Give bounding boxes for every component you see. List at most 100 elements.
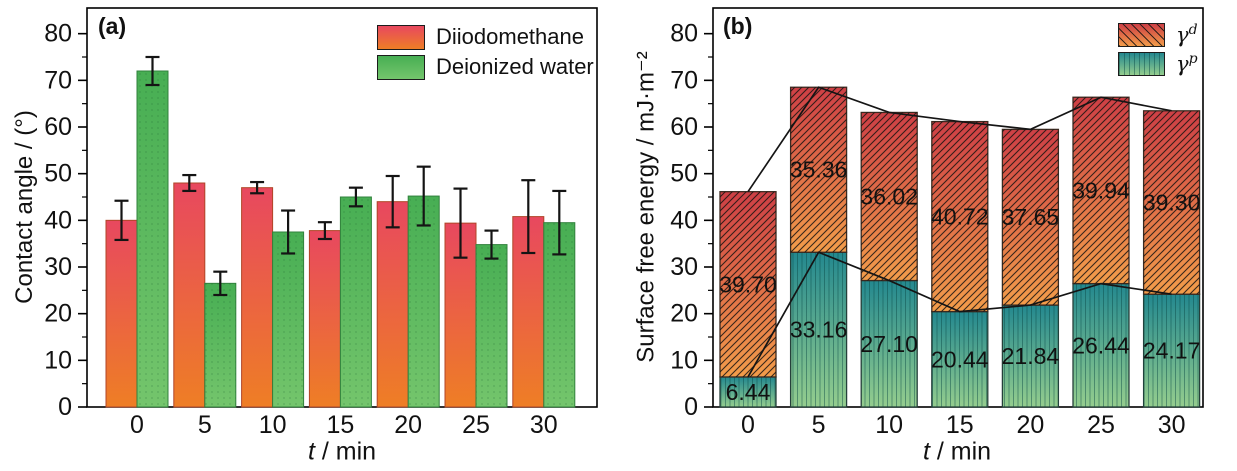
x-tick-label: 15 <box>326 411 354 439</box>
segment-texture <box>861 280 918 407</box>
bar-texture <box>408 196 440 407</box>
segment-texture <box>931 311 988 407</box>
bar-diiodomethane-t10 <box>241 187 274 408</box>
value-label-gamma-p-t0: 6.44 <box>726 379 771 405</box>
x-tick-label: 10 <box>875 411 903 439</box>
error-bar-diiodomethane-t10 <box>250 180 265 195</box>
x-tick-label: 15 <box>946 411 974 439</box>
y-tick-label: 10 <box>670 346 698 374</box>
y-tick-label: 80 <box>44 20 72 48</box>
deionized-water-swatch <box>377 54 425 80</box>
error-bar-diiodomethane-t20 <box>385 174 400 229</box>
value-label-gamma-d-t5: 35.36 <box>790 157 848 183</box>
bar-texture <box>476 244 507 407</box>
error-bar-deionized-water-t0 <box>145 55 160 87</box>
bar-diiodomethane-t5 <box>173 182 206 408</box>
legend-item-deionized-water: Deionized water <box>377 54 594 80</box>
y-tick-label: 60 <box>44 113 72 141</box>
panel-b-x-axis-label: t / min <box>923 438 991 467</box>
gamma-p-swatch <box>1118 51 1165 76</box>
error-bar-deionized-water-t30 <box>552 189 567 256</box>
error-bar-deionized-water-t10 <box>281 209 296 255</box>
x-tick-label: 5 <box>198 411 212 439</box>
value-label-gamma-p-t20: 21.84 <box>1002 343 1060 369</box>
bar-diiodomethane-t20 <box>376 201 409 408</box>
bar-texture <box>340 197 372 407</box>
segment-texture <box>861 112 918 281</box>
x-tick-label: 10 <box>259 411 287 439</box>
value-label-gamma-d-t10: 36.02 <box>860 183 918 209</box>
y-tick-label: 70 <box>44 66 72 94</box>
y-tick-label: 40 <box>44 206 72 234</box>
diiodomethane-label: Diiodomethane <box>436 24 584 49</box>
value-label-gamma-d-t30: 39.30 <box>1143 190 1201 216</box>
gamma-p-label: γp <box>1176 51 1198 76</box>
y-tick-label: 60 <box>670 113 698 141</box>
gamma-d-label: γd <box>1176 22 1198 47</box>
segment-texture <box>1073 97 1129 284</box>
panel-a-x-axis-label: t / min <box>308 438 376 467</box>
x-tick-label: 0 <box>741 411 755 439</box>
y-tick-label: 70 <box>670 66 698 94</box>
panel-a-y-axis-label: Contact angle / (°) <box>11 110 38 304</box>
y-tick-label: 0 <box>58 393 72 421</box>
y-tick-label: 30 <box>670 253 698 281</box>
panel-b-chart: 0 10 20 30 40 50 60 70 80 0 5 10 15 20 25 30 6.44 39.70 33… <box>670 7 1204 439</box>
y-tick-label: 50 <box>44 160 72 188</box>
gamma-symbol: γ <box>1176 52 1189 76</box>
bar-texture <box>137 71 168 407</box>
x-tick-label: 5 <box>812 411 826 439</box>
segment-texture <box>1143 110 1200 295</box>
panel-b-x-label-unit: / min <box>929 437 992 466</box>
panel-b-y-axis-label: Surface free energy / mJ·m⁻² <box>632 51 660 363</box>
panel-a-x-label-unit: / min <box>314 437 377 466</box>
legend-item-gamma-d: γd <box>1118 22 1198 47</box>
panel-b-tag: (b) <box>723 13 753 39</box>
x-tick-label: 20 <box>394 411 422 439</box>
segment-texture <box>720 191 776 377</box>
error-bar-deionized-water-t15 <box>348 186 363 208</box>
segment-texture <box>1002 129 1059 306</box>
legend-item-diiodomethane: Diiodomethane <box>377 24 594 50</box>
x-tick-label: 30 <box>530 411 558 439</box>
gamma-symbol: γ <box>1176 23 1189 47</box>
error-bar-deionized-water-t25 <box>484 229 499 260</box>
x-tick-label: 0 <box>130 411 144 439</box>
bar-diiodomethane-t15 <box>308 230 341 408</box>
line-gamma-p-component <box>747 251 1172 378</box>
segment-texture <box>1002 305 1059 407</box>
gamma-d-superscript: d <box>1188 22 1198 38</box>
value-label-gamma-d-t0: 39.70 <box>719 271 777 297</box>
x-tick-label: 30 <box>1158 411 1186 439</box>
panel-b-x-label-variable: t <box>922 437 930 466</box>
y-tick-label: 20 <box>44 300 72 328</box>
value-label-gamma-d-t25: 39.94 <box>1072 177 1130 203</box>
segment-texture <box>1073 283 1129 407</box>
diiodomethane-swatch <box>377 24 425 50</box>
bar-texture <box>272 232 304 407</box>
gamma-d-swatch <box>1118 22 1165 47</box>
error-bar-deionized-water-t5 <box>213 270 228 297</box>
segment-texture <box>931 121 988 312</box>
value-label-gamma-p-t25: 26.44 <box>1072 332 1130 358</box>
gamma-p-superscript: p <box>1188 51 1198 67</box>
line-total-surface-energy <box>747 86 1172 193</box>
error-bar-diiodomethane-t5 <box>182 173 197 193</box>
segment-texture <box>1143 294 1200 407</box>
value-label-gamma-p-t10: 27.10 <box>860 331 918 357</box>
x-tick-label: 25 <box>462 411 490 439</box>
y-tick-label: 0 <box>684 393 698 421</box>
error-bar-diiodomethane-t30 <box>521 179 536 255</box>
value-label-gamma-p-t15: 20.44 <box>931 346 989 372</box>
value-label-gamma-p-t5: 33.16 <box>790 317 848 343</box>
error-bar-diiodomethane-t25 <box>453 187 468 259</box>
segment-texture <box>720 376 776 407</box>
x-tick-label: 25 <box>1087 411 1115 439</box>
value-label-gamma-d-t15: 40.72 <box>931 204 989 230</box>
legend-item-gamma-p: γp <box>1118 51 1198 76</box>
panel-a-tag: (a) <box>98 13 127 39</box>
panel-b-legend: γd γp <box>1118 22 1198 76</box>
y-tick-label: 80 <box>670 20 698 48</box>
segment-texture <box>790 252 847 407</box>
